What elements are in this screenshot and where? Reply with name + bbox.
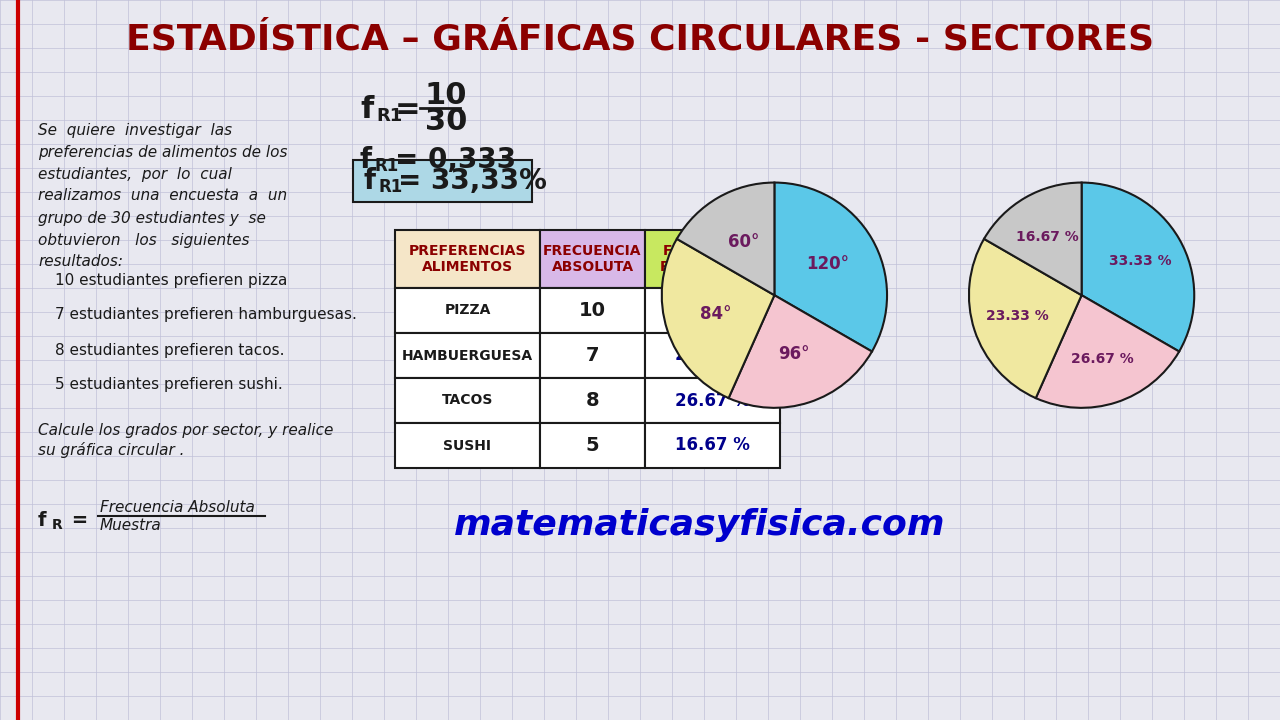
Text: grupo de 30 estudiantes y  se: grupo de 30 estudiantes y se: [38, 210, 266, 225]
Wedge shape: [1036, 295, 1179, 408]
FancyBboxPatch shape: [396, 288, 540, 333]
Text: 23.33 %: 23.33 %: [986, 309, 1048, 323]
Text: su gráfica circular .: su gráfica circular .: [38, 442, 184, 458]
Text: 7: 7: [586, 346, 599, 365]
Wedge shape: [984, 183, 1082, 295]
Text: R: R: [52, 518, 63, 532]
FancyBboxPatch shape: [645, 333, 780, 378]
Text: 16.67 %: 16.67 %: [1016, 230, 1079, 243]
FancyBboxPatch shape: [396, 333, 540, 378]
FancyBboxPatch shape: [396, 230, 540, 288]
Text: PREFERENCIAS
ALIMENTOS: PREFERENCIAS ALIMENTOS: [408, 244, 526, 274]
FancyBboxPatch shape: [396, 423, 540, 468]
FancyBboxPatch shape: [540, 423, 645, 468]
Text: matematicasyfisica.com: matematicasyfisica.com: [454, 508, 946, 542]
FancyBboxPatch shape: [540, 333, 645, 378]
Text: obtuvieron   los   siguientes: obtuvieron los siguientes: [38, 233, 250, 248]
FancyBboxPatch shape: [645, 378, 780, 423]
FancyBboxPatch shape: [353, 160, 532, 202]
Wedge shape: [1082, 183, 1194, 351]
Text: = 0,333: = 0,333: [396, 146, 516, 174]
Wedge shape: [677, 183, 774, 295]
Wedge shape: [969, 239, 1082, 398]
Text: 23.33 %: 23.33 %: [675, 346, 750, 364]
Text: FRECUENCIA
ABSOLUTA: FRECUENCIA ABSOLUTA: [543, 244, 641, 274]
Text: 96°: 96°: [778, 345, 809, 363]
Text: R1: R1: [378, 178, 402, 196]
Text: 33.33 %: 33.33 %: [1108, 254, 1171, 269]
Text: 10 estudiantes prefieren pizza: 10 estudiantes prefieren pizza: [55, 272, 288, 287]
Text: R1: R1: [376, 107, 402, 125]
Text: 10: 10: [425, 81, 467, 109]
Text: realizamos  una  encuesta  a  un: realizamos una encuesta a un: [38, 189, 287, 204]
Text: estudiantes,  por  lo  cual: estudiantes, por lo cual: [38, 166, 232, 181]
Text: 30: 30: [425, 107, 467, 137]
Text: TACOS: TACOS: [442, 394, 493, 408]
Text: Calcule los grados por sector, y realice: Calcule los grados por sector, y realice: [38, 423, 333, 438]
Text: 10: 10: [579, 301, 605, 320]
Text: preferencias de alimentos de los: preferencias de alimentos de los: [38, 145, 288, 160]
Text: 33.33 %: 33.33 %: [675, 302, 750, 320]
Text: Frecuencia Absoluta: Frecuencia Absoluta: [100, 500, 255, 516]
Text: f: f: [38, 510, 46, 529]
Text: f: f: [360, 146, 372, 174]
Text: 26.67 %: 26.67 %: [1071, 353, 1134, 366]
Text: = 33,33%: = 33,33%: [398, 167, 547, 195]
Text: Muestra: Muestra: [100, 518, 161, 534]
FancyBboxPatch shape: [540, 230, 645, 288]
Wedge shape: [728, 295, 872, 408]
Text: 120°: 120°: [806, 255, 850, 273]
Wedge shape: [774, 183, 887, 351]
Text: 7 estudiantes prefieren hamburguesas.: 7 estudiantes prefieren hamburguesas.: [55, 307, 357, 323]
Text: Se  quiere  investigar  las: Se quiere investigar las: [38, 122, 232, 138]
Text: resultados:: resultados:: [38, 254, 123, 269]
FancyBboxPatch shape: [645, 423, 780, 468]
Text: =: =: [65, 510, 88, 529]
Text: 5 estudiantes prefieren sushi.: 5 estudiantes prefieren sushi.: [55, 377, 283, 392]
FancyBboxPatch shape: [540, 378, 645, 423]
Text: 8: 8: [586, 391, 599, 410]
Text: f: f: [364, 167, 375, 195]
Text: 16.67 %: 16.67 %: [675, 436, 750, 454]
Text: 8 estudiantes prefieren tacos.: 8 estudiantes prefieren tacos.: [55, 343, 284, 358]
Text: HAMBUERGUESA: HAMBUERGUESA: [402, 348, 532, 362]
Text: 26.67 %: 26.67 %: [675, 392, 750, 410]
Text: SUSHI: SUSHI: [443, 438, 492, 452]
Text: 60°: 60°: [728, 233, 759, 251]
FancyBboxPatch shape: [540, 288, 645, 333]
FancyBboxPatch shape: [645, 288, 780, 333]
Wedge shape: [662, 239, 774, 398]
Text: PIZZA: PIZZA: [444, 304, 490, 318]
Text: =: =: [396, 96, 421, 125]
Text: FRECUENCIA
RELATIVA (%): FRECUENCIA RELATIVA (%): [659, 244, 765, 274]
Text: R1: R1: [375, 157, 399, 175]
Text: f: f: [360, 96, 374, 125]
Text: ESTADÍSTICA – GRÁFICAS CIRCULARES - SECTORES: ESTADÍSTICA – GRÁFICAS CIRCULARES - SECT…: [125, 23, 1155, 57]
Text: 5: 5: [586, 436, 599, 455]
FancyBboxPatch shape: [645, 230, 780, 288]
Text: 84°: 84°: [700, 305, 731, 323]
FancyBboxPatch shape: [396, 378, 540, 423]
